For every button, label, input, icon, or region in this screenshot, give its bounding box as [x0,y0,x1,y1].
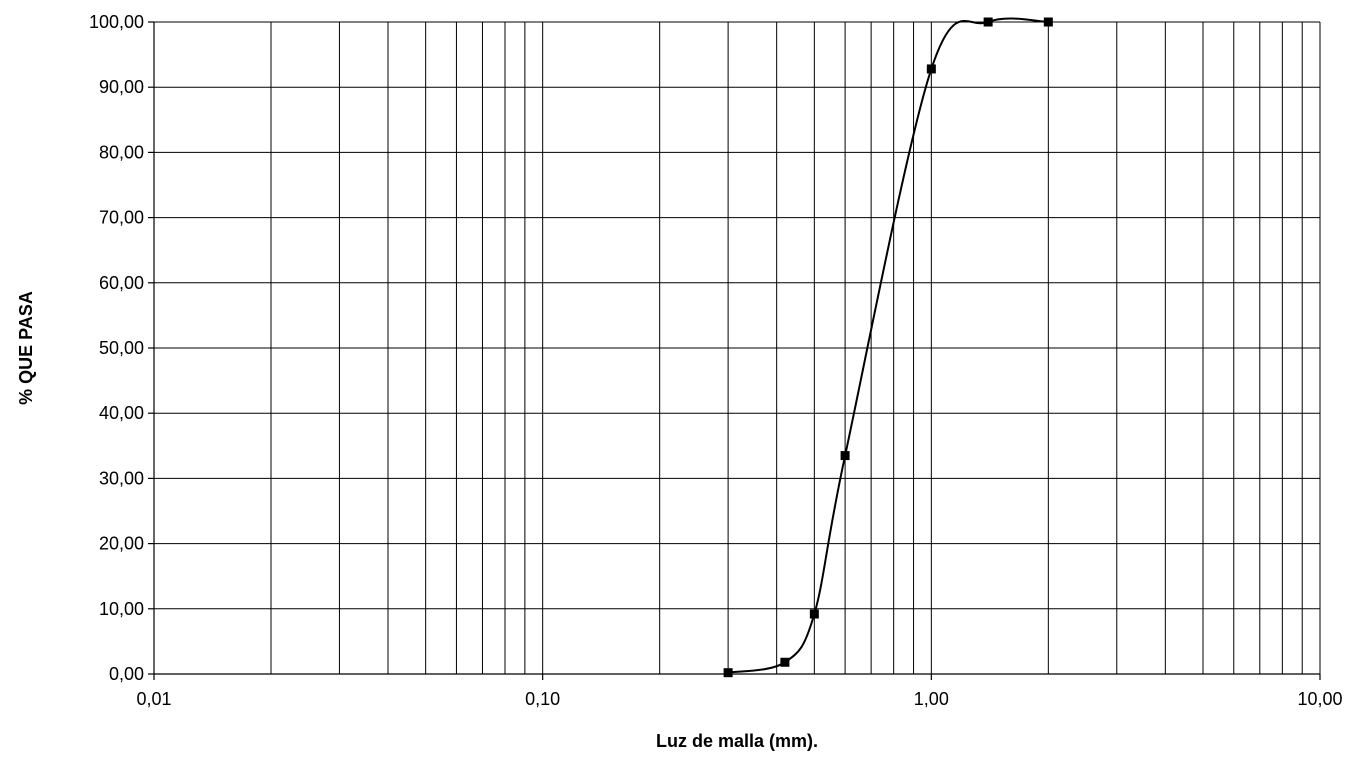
x-axis-title: Luz de malla (mm). [656,731,818,751]
y-axis-title: % QUE PASA [16,291,36,405]
x-tick-label: 10,00 [1297,689,1342,709]
axes [148,21,1321,680]
data-point-marker [780,657,790,667]
y-tick-label: 10,00 [99,599,144,619]
x-tick-label: 0,01 [136,689,171,709]
y-tick-label: 70,00 [99,208,144,228]
y-tick-label: 20,00 [99,534,144,554]
y-tick-labels: 0,00 10,00 20,00 30,00 40,00 50,00 60,00 70,00 8… [89,12,144,684]
y-tick-label: 90,00 [99,77,144,97]
y-tick-label: 50,00 [99,338,144,358]
data-point-marker [1043,17,1053,27]
data-point-marker [723,668,733,678]
y-tick-label: 0,00 [109,664,144,684]
y-tick-label: 30,00 [99,468,144,488]
data-point-marker [926,64,936,74]
y-tick-label: 100,00 [89,12,144,32]
y-tick-label: 60,00 [99,273,144,293]
x-tick-labels: 0,01 0,10 1,00 10,00 [136,689,1342,709]
x-tick-label: 1,00 [914,689,949,709]
x-tick-label: 0,10 [525,689,560,709]
data-point-marker [983,17,993,27]
data-point-marker [840,451,850,461]
y-tick-label: 80,00 [99,142,144,162]
y-tick-label: 40,00 [99,403,144,423]
series [723,17,1053,678]
series-line [727,17,1049,674]
data-point-marker [809,609,819,619]
grid [153,21,1321,675]
